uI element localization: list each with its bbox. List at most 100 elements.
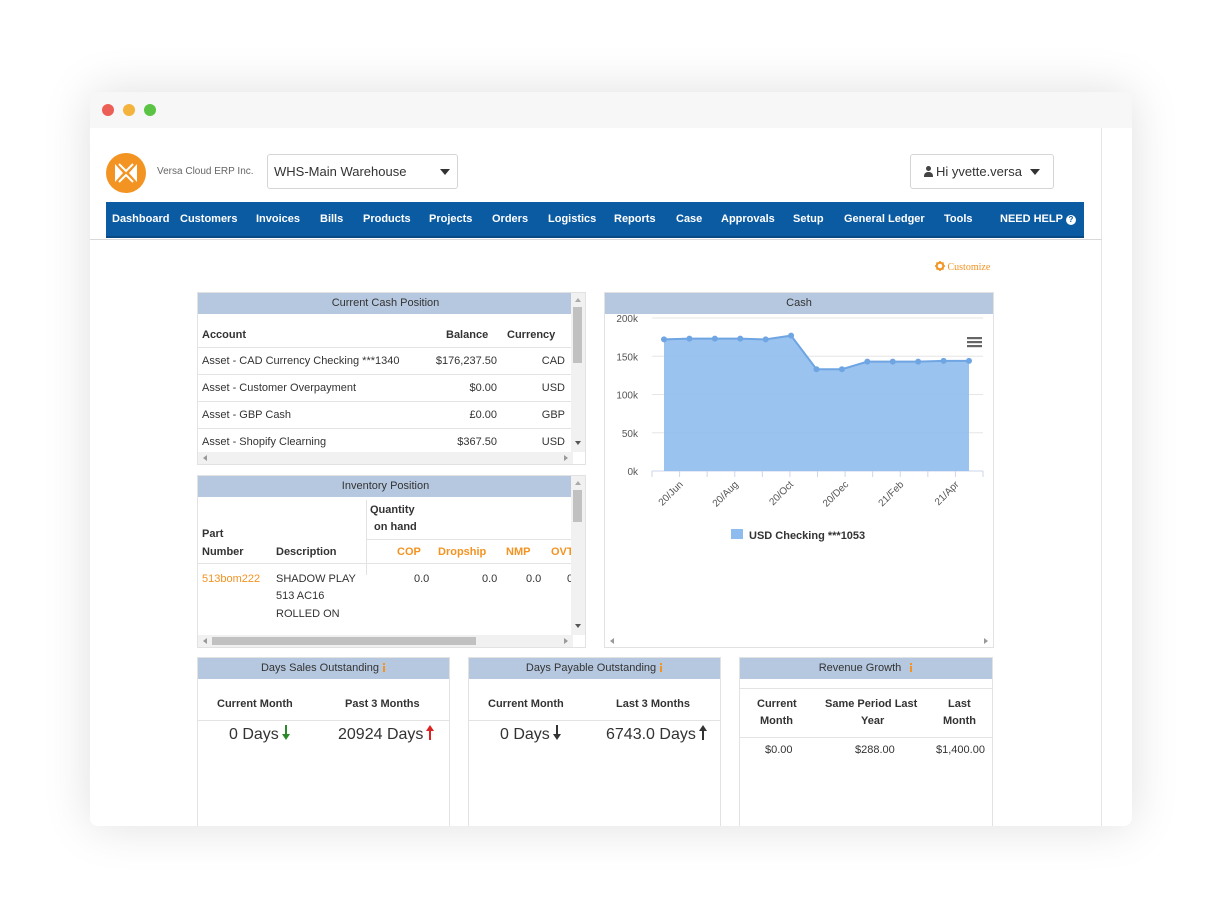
- scroll-right-icon[interactable]: [564, 455, 568, 461]
- need-help-label: NEED HELP: [1000, 213, 1063, 225]
- company-logo[interactable]: [106, 153, 146, 193]
- scroll-thumb[interactable]: [573, 307, 582, 363]
- currency-column-header: Currency: [507, 329, 556, 341]
- maximize-window-button[interactable]: [144, 104, 156, 116]
- question-circle-icon: ?: [1065, 215, 1076, 225]
- description-column-header: Description: [276, 546, 337, 558]
- chart-menu-icon[interactable]: [963, 332, 986, 350]
- nav-tools[interactable]: Tools: [944, 213, 973, 225]
- browser-window: Versa Cloud ERP Inc. WHS-Main Warehouse …: [90, 92, 1132, 826]
- scroll-left-icon[interactable]: [203, 638, 207, 644]
- part-number-link[interactable]: 513bom222: [202, 573, 261, 585]
- cash-balance: £0.00: [469, 409, 497, 421]
- part-header-line2: Number: [202, 546, 244, 558]
- arrow-down-icon: [281, 725, 290, 740]
- nav-projects[interactable]: Projects: [429, 213, 473, 225]
- data-point: [966, 357, 972, 364]
- scroll-left-icon[interactable]: [610, 638, 614, 644]
- revenue-panel: Revenue Growth Current Month Same Period…: [739, 657, 993, 826]
- data-point: [762, 336, 769, 343]
- cash-balance: $176,237.50: [435, 355, 497, 367]
- scroll-thumb[interactable]: [573, 490, 582, 522]
- part-description-line: SHADOW PLAY: [276, 573, 356, 585]
- inventory-horizontal-scrollbar[interactable]: [198, 635, 573, 647]
- versa-logo-icon: [115, 163, 137, 183]
- scroll-thumb[interactable]: [212, 637, 476, 645]
- data-point: [711, 335, 718, 342]
- dso-current-value: 0 Days: [229, 725, 290, 744]
- gear-icon: [935, 261, 945, 271]
- inventory-vertical-scrollbar[interactable]: [571, 476, 585, 635]
- dpo-current-label: Current Month: [488, 698, 564, 710]
- chart-horizontal-scrollbar[interactable]: [605, 635, 993, 647]
- cash-series-area: [664, 335, 969, 471]
- scroll-down-icon[interactable]: [575, 624, 581, 628]
- cash-position-title: Current Cash Position: [198, 293, 573, 314]
- nav-need-help[interactable]: NEED HELP?: [1000, 213, 1076, 225]
- nav-orders[interactable]: Orders: [492, 213, 529, 225]
- close-window-button[interactable]: [102, 104, 114, 116]
- qty-value: 0.0: [414, 573, 430, 585]
- quantity-header-line1: Quantity: [370, 504, 415, 516]
- data-point: [864, 358, 871, 365]
- cash-currency: GBP: [541, 409, 565, 421]
- revenue-title: Revenue Growth: [740, 658, 992, 679]
- inventory-title: Inventory Position: [198, 476, 573, 497]
- title-bar: [90, 92, 1132, 128]
- cash-currency: USD: [541, 382, 565, 394]
- nav-invoices[interactable]: Invoices: [256, 213, 301, 225]
- user-menu-button[interactable]: Hi yvette.versa: [910, 154, 1054, 189]
- cash-currency: USD: [541, 436, 565, 448]
- info-icon[interactable]: [909, 663, 913, 672]
- qty-value: 0.0: [482, 573, 498, 585]
- data-point: [686, 335, 693, 342]
- scroll-down-icon[interactable]: [575, 441, 581, 445]
- nav-reports[interactable]: Reports: [614, 213, 656, 225]
- info-icon[interactable]: [659, 663, 663, 672]
- chevron-down-icon: [1030, 169, 1040, 175]
- y-tick-label: 50k: [622, 429, 639, 440]
- menu-icon-bar: [967, 341, 982, 344]
- nav-case[interactable]: Case: [676, 213, 703, 225]
- y-tick-label: 100k: [616, 391, 639, 402]
- nav-general-ledger[interactable]: General Ledger: [844, 213, 925, 225]
- cash-currency: CAD: [541, 355, 565, 367]
- location-header-dropship: Dropship: [438, 546, 487, 558]
- nav-setup[interactable]: Setup: [793, 213, 824, 225]
- part-description-line: ROLLED ON: [276, 608, 340, 620]
- warehouse-select[interactable]: WHS-Main Warehouse: [267, 154, 458, 189]
- menu-icon-bar: [967, 345, 982, 348]
- info-icon[interactable]: [382, 663, 386, 672]
- nav-bills[interactable]: Bills: [320, 213, 344, 225]
- customize-link[interactable]: Customize: [935, 261, 990, 273]
- nav-dashboard[interactable]: Dashboard: [112, 213, 170, 225]
- scroll-left-icon[interactable]: [203, 455, 207, 461]
- nav-customers[interactable]: Customers: [180, 213, 238, 225]
- user-icon: [924, 166, 933, 177]
- company-name: Versa Cloud ERP Inc.: [157, 166, 254, 177]
- revenue-header-current-2: Month: [760, 715, 793, 727]
- cash-vertical-scrollbar[interactable]: [571, 293, 585, 452]
- account-column-header: Account: [202, 329, 246, 341]
- data-point: [915, 358, 922, 365]
- revenue-header-sameperiod-2: Year: [861, 715, 885, 727]
- dpo-current-value: 0 Days: [500, 725, 561, 744]
- cash-balance: $367.50: [457, 436, 497, 448]
- data-point: [813, 366, 820, 373]
- erp-app: Versa Cloud ERP Inc. WHS-Main Warehouse …: [90, 128, 1102, 826]
- cash-area-chart: 0k 50k 100k 150k 200k 20/Jun 20/Aug 20/Oct 20/De…: [616, 314, 986, 542]
- x-tick-label: 21/Apr: [933, 479, 962, 508]
- scroll-up-icon[interactable]: [575, 481, 581, 485]
- minimize-window-button[interactable]: [123, 104, 135, 116]
- nav-products[interactable]: Products: [363, 213, 411, 225]
- cash-horizontal-scrollbar[interactable]: [198, 452, 573, 464]
- nav-approvals[interactable]: Approvals: [721, 213, 775, 225]
- header-divider: [90, 239, 1102, 240]
- scroll-right-icon[interactable]: [984, 638, 988, 644]
- main-navbar: Dashboard Customers Invoices Bills Produ…: [106, 202, 1084, 238]
- nav-logistics[interactable]: Logistics: [548, 213, 597, 225]
- scroll-up-icon[interactable]: [575, 298, 581, 302]
- location-header-nmp: NMP: [506, 546, 531, 558]
- location-header-cop: COP: [397, 546, 421, 558]
- scroll-right-icon[interactable]: [564, 638, 568, 644]
